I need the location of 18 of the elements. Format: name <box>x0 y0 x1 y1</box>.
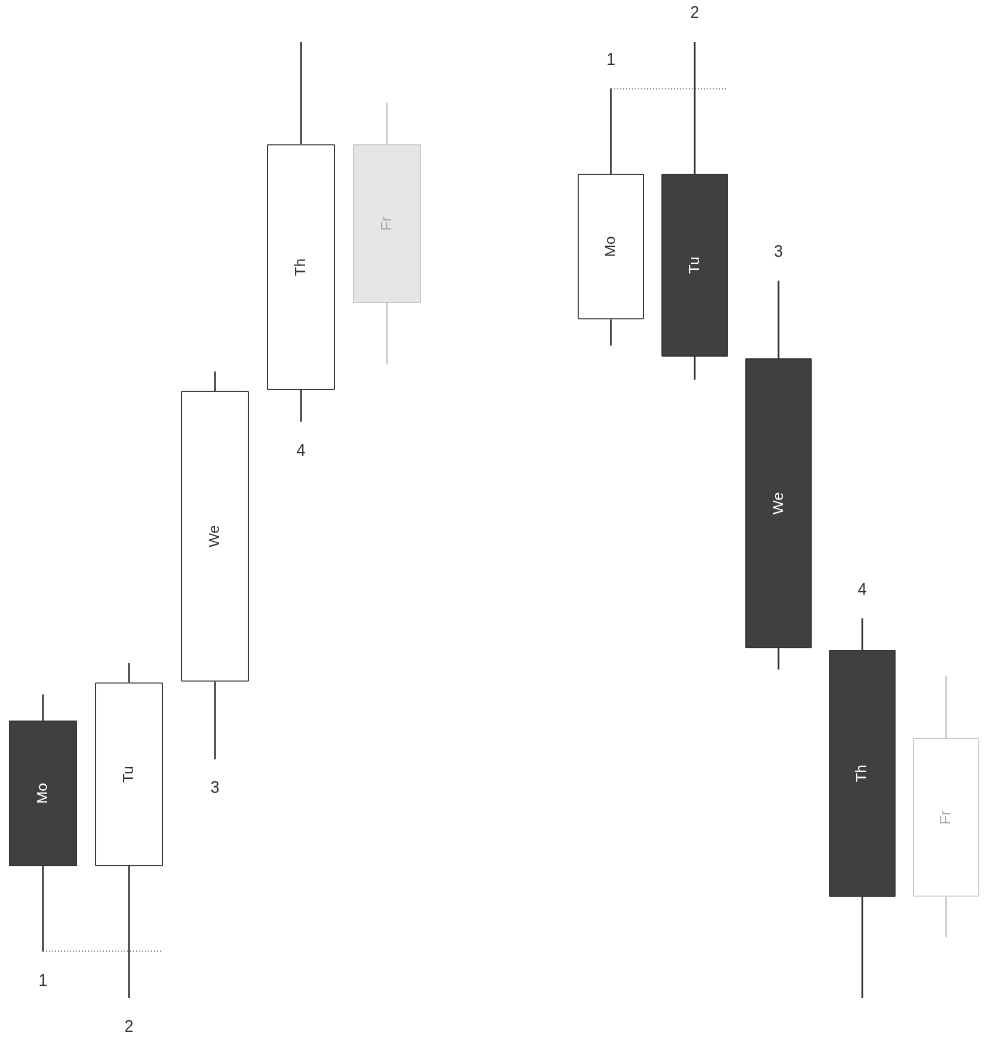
x-tick-label: Th <box>291 258 309 276</box>
x-tick-label: Fr <box>936 810 954 825</box>
x-tick-label: Tu <box>684 256 702 274</box>
annotation: 2 <box>124 1018 134 1036</box>
x-tick-label: Mo <box>33 782 51 804</box>
x-tick-label: We <box>768 492 786 515</box>
annotation: 3 <box>210 779 220 797</box>
x-tick-label: We <box>205 525 223 548</box>
annotation: 4 <box>296 441 306 459</box>
annotation: 2 <box>690 4 700 22</box>
annotation: 3 <box>774 243 784 261</box>
annotation: 4 <box>857 580 867 598</box>
x-tick-label: Th <box>852 764 870 783</box>
x-tick-label: Fr <box>377 216 395 231</box>
annotation: 1 <box>38 971 48 989</box>
x-tick-label: Mo <box>601 236 619 258</box>
x-tick-label: Tu <box>119 765 137 783</box>
annotation: 1 <box>606 51 616 69</box>
